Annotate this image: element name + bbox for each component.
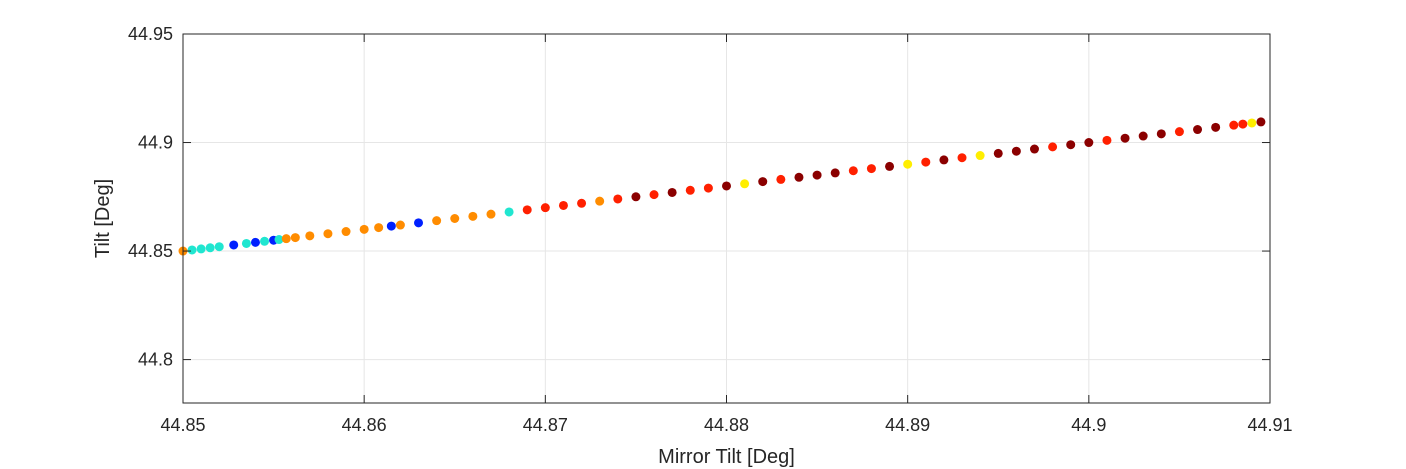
data-point <box>667 187 677 197</box>
data-point <box>685 185 695 195</box>
x-tick-label: 44.88 <box>704 415 749 435</box>
y-axis-title: Tilt [Deg] <box>92 179 114 258</box>
data-point <box>214 242 224 252</box>
data-point <box>740 179 750 189</box>
data-point <box>885 161 895 171</box>
data-point <box>386 221 396 231</box>
x-tick-label: 44.85 <box>160 415 205 435</box>
data-point <box>432 216 442 226</box>
data-point <box>812 170 822 180</box>
data-point <box>540 203 550 213</box>
data-point <box>281 234 291 244</box>
x-axis-title: Mirror Tilt [Deg] <box>658 446 795 468</box>
data-point <box>1084 138 1094 148</box>
data-point <box>250 237 260 247</box>
data-point <box>290 233 300 243</box>
x-axis-ticks: 44.85 44.86 44.87 44.88 44.89 44.9 44.91 <box>160 34 1293 435</box>
y-tick-label: 44.9 <box>138 133 173 153</box>
x-tick-label: 44.87 <box>523 415 568 435</box>
data-point <box>830 168 840 178</box>
data-point <box>703 183 713 193</box>
data-point <box>241 238 251 248</box>
data-point <box>758 177 768 187</box>
data-point <box>1029 144 1039 154</box>
data-point <box>504 207 514 217</box>
data-point <box>957 153 967 163</box>
data-point <box>229 240 239 250</box>
data-point <box>776 174 786 184</box>
data-point <box>1174 127 1184 137</box>
data-point <box>1256 117 1266 127</box>
y-axis-ticks: 44.8 44.85 44.9 44.95 <box>128 24 1270 370</box>
data-point <box>1238 119 1248 129</box>
data-point <box>1066 140 1076 150</box>
data-point <box>414 218 424 228</box>
data-point <box>921 157 931 167</box>
x-tick-label: 44.86 <box>342 415 387 435</box>
data-point <box>1156 129 1166 139</box>
data-point <box>323 229 333 239</box>
data-point <box>1229 120 1239 130</box>
data-point <box>1211 122 1221 132</box>
data-point <box>1011 146 1021 156</box>
data-point <box>848 166 858 176</box>
data-point <box>196 244 206 254</box>
data-point <box>374 223 384 233</box>
data-point <box>359 224 369 234</box>
data-point <box>486 209 496 219</box>
data-point <box>939 155 949 165</box>
data-point <box>274 235 284 245</box>
data-point <box>631 192 641 202</box>
data-point <box>468 211 478 221</box>
data-point <box>1102 135 1112 145</box>
data-point <box>522 205 532 215</box>
data-point <box>450 214 460 223</box>
data-point <box>1138 131 1148 141</box>
y-tick-label: 44.8 <box>138 350 173 370</box>
data-point <box>649 190 659 200</box>
data-point <box>613 194 623 204</box>
data-point <box>205 243 215 253</box>
data-point <box>577 198 587 208</box>
data-point <box>794 172 804 182</box>
data-points <box>178 117 1266 256</box>
y-tick-label: 44.85 <box>128 241 173 261</box>
data-point <box>260 236 270 246</box>
data-point <box>595 196 605 206</box>
data-point <box>187 245 197 255</box>
x-tick-label: 44.9 <box>1071 415 1106 435</box>
data-point <box>903 159 913 169</box>
data-point <box>341 227 351 237</box>
data-point <box>975 151 985 161</box>
x-tick-label: 44.91 <box>1247 415 1292 435</box>
x-tick-label: 44.89 <box>885 415 930 435</box>
data-point <box>305 231 315 241</box>
data-point <box>1120 133 1130 143</box>
y-tick-label: 44.95 <box>128 24 173 44</box>
data-point <box>1247 118 1257 128</box>
data-point <box>1048 142 1058 152</box>
data-point <box>395 220 405 230</box>
data-point <box>993 148 1003 158</box>
data-point <box>866 164 876 174</box>
data-point <box>558 200 568 210</box>
data-point <box>1193 125 1203 135</box>
data-point <box>722 181 731 191</box>
